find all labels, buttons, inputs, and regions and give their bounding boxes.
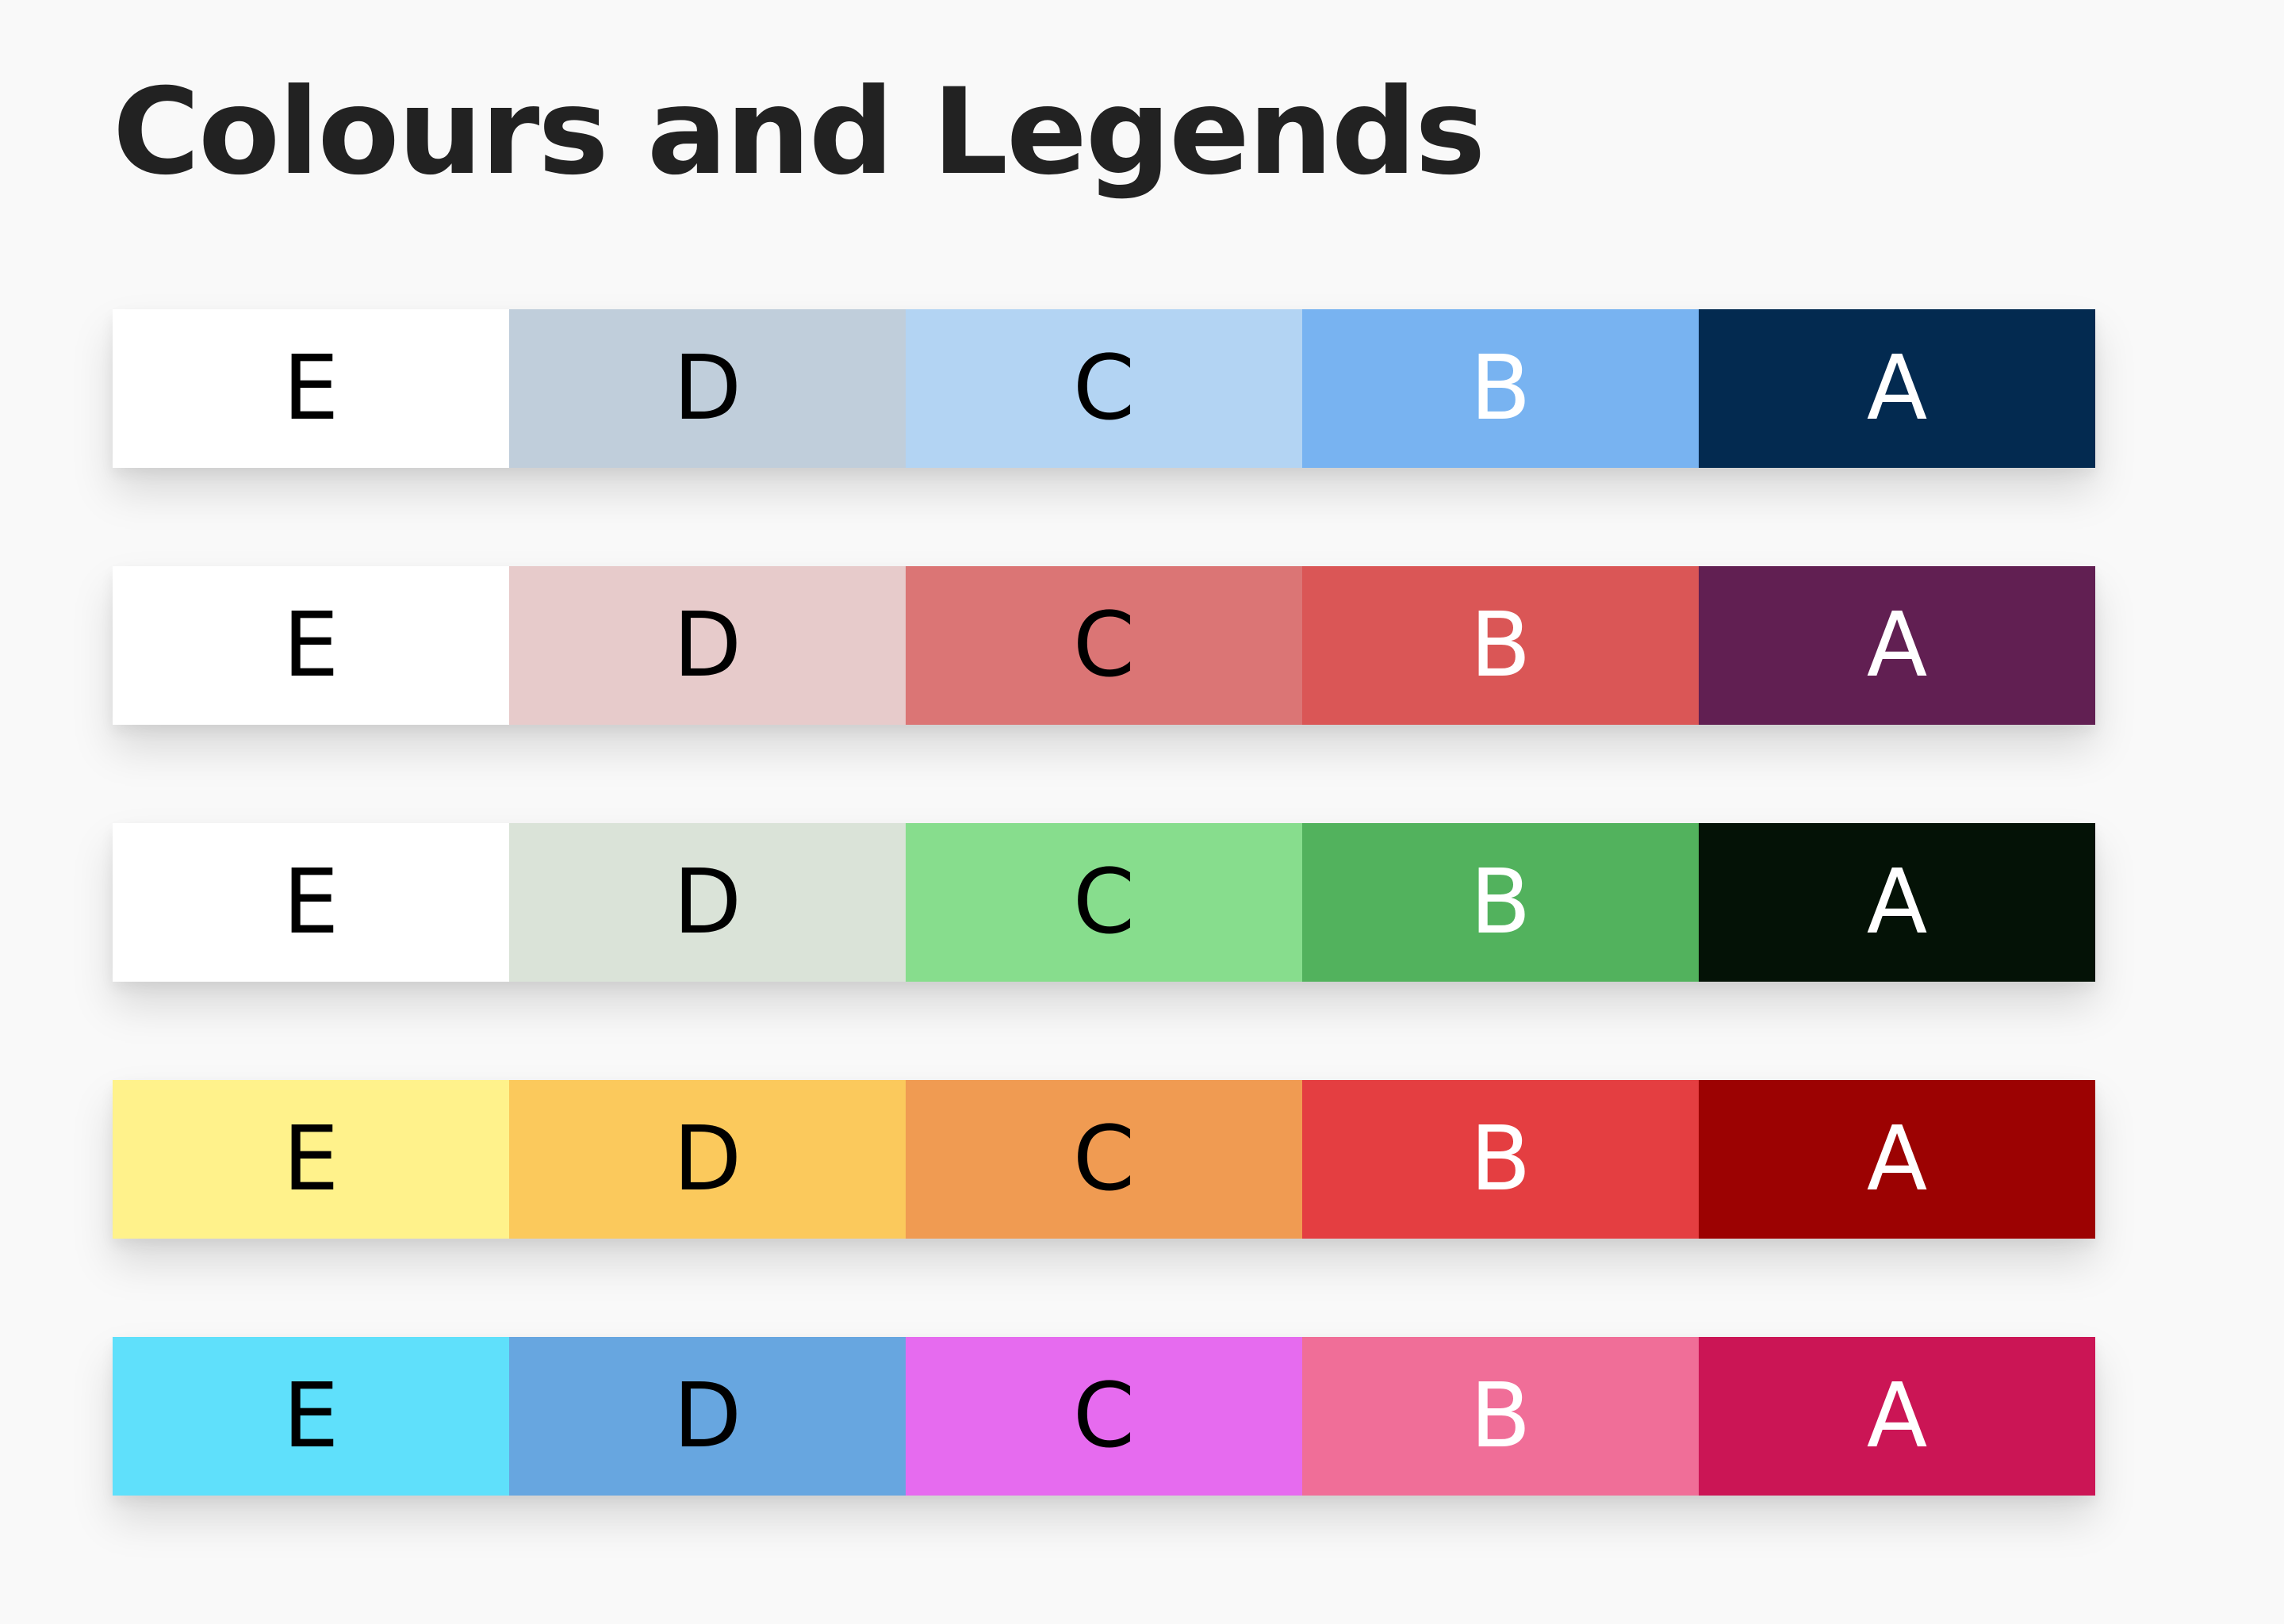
legend-list: E D C B A E D C B A E D C B A E D C B A E D C B A: [113, 309, 2095, 1496]
swatch-label: B: [1470, 594, 1531, 697]
swatch-label: C: [1072, 851, 1136, 954]
page-title: Colours and Legends: [113, 63, 1485, 201]
colour-swatch: B: [1302, 1337, 1699, 1496]
colour-swatch: C: [906, 309, 1302, 468]
colour-swatch: B: [1302, 566, 1699, 725]
colour-swatch: A: [1699, 566, 2095, 725]
colour-swatch: C: [906, 1080, 1302, 1239]
colour-swatch: B: [1302, 823, 1699, 982]
colour-swatch: C: [906, 566, 1302, 725]
colour-swatch: D: [509, 566, 906, 725]
colour-swatch: E: [113, 1337, 509, 1496]
swatch-label: D: [673, 851, 742, 954]
colour-swatch: D: [509, 823, 906, 982]
swatch-label: C: [1072, 594, 1136, 697]
colour-swatch: D: [509, 1337, 906, 1496]
colour-swatch: E: [113, 566, 509, 725]
swatch-label: E: [282, 337, 339, 440]
colour-swatch: A: [1699, 1337, 2095, 1496]
swatch-label: A: [1866, 337, 1928, 440]
colour-swatch: C: [906, 823, 1302, 982]
swatch-label: E: [282, 1365, 339, 1468]
swatch-label: B: [1470, 337, 1531, 440]
swatch-label: E: [282, 851, 339, 954]
colour-swatch: C: [906, 1337, 1302, 1496]
colour-swatch: E: [113, 823, 509, 982]
swatch-label: A: [1866, 851, 1928, 954]
swatch-label: E: [282, 1108, 339, 1211]
swatch-label: E: [282, 594, 339, 697]
colour-swatch: E: [113, 1080, 509, 1239]
swatch-label: D: [673, 337, 742, 440]
swatch-label: B: [1470, 1108, 1531, 1211]
swatch-label: A: [1866, 1365, 1928, 1468]
colour-swatch: B: [1302, 1080, 1699, 1239]
colour-swatch: D: [509, 1080, 906, 1239]
swatch-label: B: [1470, 1365, 1531, 1468]
swatch-label: C: [1072, 337, 1136, 440]
colour-swatch: E: [113, 309, 509, 468]
colour-swatch: A: [1699, 823, 2095, 982]
colour-swatch: D: [509, 309, 906, 468]
swatch-label: C: [1072, 1108, 1136, 1211]
swatch-label: D: [673, 1108, 742, 1211]
colour-swatch: A: [1699, 1080, 2095, 1239]
swatch-label: A: [1866, 594, 1928, 697]
swatch-label: D: [673, 594, 742, 697]
colour-swatch: B: [1302, 309, 1699, 468]
swatch-label: D: [673, 1365, 742, 1468]
swatch-label: B: [1470, 851, 1531, 954]
swatch-label: A: [1866, 1108, 1928, 1211]
swatch-label: C: [1072, 1365, 1136, 1468]
colour-swatch: A: [1699, 309, 2095, 468]
